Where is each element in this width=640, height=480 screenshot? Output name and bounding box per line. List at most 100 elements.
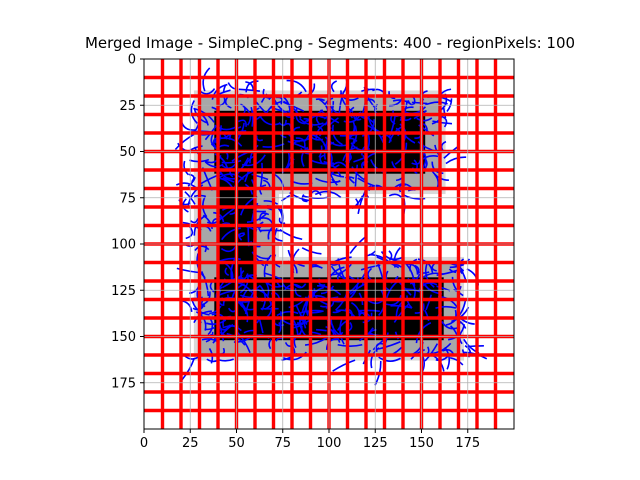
contour-curve — [206, 216, 222, 225]
contour-curve — [221, 159, 242, 164]
contour-curve — [332, 124, 343, 146]
contour-curve — [340, 90, 354, 113]
contour-curve — [349, 106, 355, 119]
contour-curve — [332, 309, 342, 314]
contour-curve — [317, 125, 324, 137]
contour-curve — [276, 310, 299, 317]
contour-curve — [259, 212, 270, 221]
y-tick-label: 175 — [111, 376, 136, 391]
contour-curve — [278, 322, 282, 334]
contour-curve — [388, 250, 393, 261]
contour-curve — [259, 115, 281, 126]
chart-title: Merged Image - SimpleC.png - Segments: 4… — [84, 34, 576, 52]
contour-curve — [259, 285, 267, 311]
contour-curve — [194, 245, 210, 252]
contour-curve — [424, 262, 435, 288]
x-tick-label: 25 — [182, 436, 199, 451]
contour-curve — [407, 100, 417, 106]
contour-curve — [361, 119, 375, 137]
contour-curve — [424, 343, 439, 362]
x-tick-label: 125 — [363, 436, 388, 451]
contour-curve — [451, 276, 464, 297]
x-tick-label: 0 — [140, 436, 148, 451]
contour-curve — [187, 176, 196, 187]
contour-curve — [354, 164, 359, 187]
y-tick-label: 100 — [111, 238, 136, 253]
contour-curve — [330, 161, 347, 168]
contour-curve — [255, 288, 273, 306]
contour-curve — [332, 359, 356, 372]
x-tick-label: 50 — [228, 436, 245, 451]
contour-curve — [190, 100, 198, 125]
y-tick-label: 150 — [111, 330, 136, 345]
contour-curve — [275, 337, 284, 342]
contour-curve — [376, 262, 384, 279]
contour-curve — [221, 227, 241, 241]
contour-curve — [402, 194, 426, 200]
contour-curve — [350, 142, 371, 151]
contour-curve — [219, 173, 245, 181]
contour-curve — [306, 310, 324, 314]
contour-curve — [263, 200, 279, 205]
contour-curve — [239, 273, 249, 294]
contour-curve — [388, 116, 396, 139]
contour-curve — [295, 137, 306, 149]
contour-curve — [250, 106, 254, 127]
contour-curve — [218, 144, 230, 148]
contour-curve — [210, 132, 219, 151]
contour-curve — [199, 172, 223, 185]
contour-curve — [286, 79, 307, 93]
contour-curve — [378, 356, 401, 362]
contour-curve — [204, 161, 224, 168]
contour-curve — [222, 177, 235, 183]
contour-curve — [358, 309, 380, 312]
contour-curve — [185, 226, 194, 240]
contour-curve — [393, 247, 401, 268]
contour-curve — [204, 326, 216, 331]
contour-curve — [259, 162, 263, 188]
contour-curve — [372, 88, 384, 93]
contour-curve — [362, 312, 373, 324]
contour-curve — [245, 81, 255, 91]
contour-curve — [278, 217, 286, 225]
contour-curve — [268, 339, 272, 350]
contour-curve — [385, 295, 402, 306]
contour-curve — [240, 294, 254, 299]
x-tick-label: 150 — [409, 436, 434, 451]
contour-curve — [269, 106, 288, 114]
contour-curve — [267, 226, 273, 240]
contour-curve — [200, 271, 210, 297]
plot-area — [144, 59, 514, 429]
contour-curve — [213, 211, 225, 223]
contour-curve — [316, 328, 327, 332]
contour-curve — [202, 214, 214, 230]
contour-curve — [406, 295, 413, 309]
contour-curve — [339, 318, 345, 345]
contour-curve — [416, 117, 433, 122]
contour-curve — [219, 177, 233, 188]
contour-curve — [377, 341, 401, 350]
contour-curve — [251, 173, 269, 181]
contour-curve — [370, 347, 380, 369]
contour-curve — [444, 346, 451, 370]
contour-curve — [236, 301, 249, 323]
contour-curve — [287, 140, 311, 152]
contour-curve — [337, 343, 363, 347]
contour-curve — [319, 154, 326, 164]
contour-curve — [323, 160, 342, 178]
contour-curve — [353, 157, 364, 163]
contour-curve — [251, 251, 265, 267]
contour-curve — [221, 163, 237, 169]
contour-curve — [425, 294, 433, 311]
contour-curve — [263, 254, 272, 278]
contour-curve — [330, 80, 338, 93]
contour-curve — [294, 283, 307, 289]
contour-curve — [450, 325, 458, 336]
y-tick-label: 125 — [111, 284, 136, 299]
y-tick-label: 50 — [119, 145, 136, 160]
contour-curve — [445, 156, 467, 165]
contour-curve — [466, 344, 484, 348]
contour-curve — [241, 289, 248, 314]
contour-curve — [249, 144, 259, 164]
